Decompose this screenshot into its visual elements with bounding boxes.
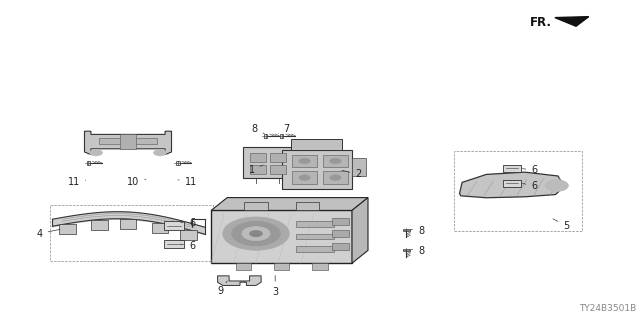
Text: 2: 2 <box>342 169 362 180</box>
Bar <box>282 150 352 189</box>
Bar <box>91 220 108 230</box>
Bar <box>59 224 76 234</box>
Bar <box>152 223 168 233</box>
Text: 10: 10 <box>127 177 146 187</box>
Bar <box>332 243 349 250</box>
Bar <box>280 134 284 138</box>
Bar <box>99 138 157 144</box>
Bar <box>86 161 90 165</box>
Bar <box>323 155 348 167</box>
Bar <box>180 230 197 240</box>
Circle shape <box>223 217 289 250</box>
Bar <box>270 165 286 174</box>
Bar <box>250 165 266 174</box>
Bar <box>164 240 184 248</box>
Circle shape <box>242 227 270 241</box>
Polygon shape <box>218 276 261 285</box>
Bar <box>120 134 136 149</box>
Polygon shape <box>555 17 589 26</box>
Bar <box>296 221 334 227</box>
Bar <box>291 139 342 150</box>
Polygon shape <box>84 131 172 155</box>
Bar <box>176 161 180 165</box>
Polygon shape <box>352 197 368 263</box>
Circle shape <box>545 180 568 191</box>
Text: 6: 6 <box>180 218 195 228</box>
Text: 11: 11 <box>67 177 86 187</box>
Text: 6: 6 <box>522 180 538 191</box>
Bar <box>296 202 319 211</box>
Bar <box>244 202 268 211</box>
Bar <box>403 229 410 231</box>
Bar <box>164 221 184 230</box>
Bar <box>312 263 328 270</box>
Text: 8: 8 <box>411 226 424 236</box>
Text: 1: 1 <box>248 165 263 175</box>
Polygon shape <box>460 172 562 198</box>
Bar <box>332 230 349 237</box>
Bar <box>270 153 286 162</box>
Bar <box>323 171 348 184</box>
Circle shape <box>299 175 310 180</box>
Circle shape <box>232 221 280 246</box>
Text: 9: 9 <box>218 281 227 296</box>
Circle shape <box>90 149 102 156</box>
Bar <box>250 153 266 162</box>
Text: 6: 6 <box>180 241 195 251</box>
Bar <box>503 165 521 172</box>
Bar <box>236 263 251 270</box>
Text: FR.: FR. <box>530 16 552 29</box>
Bar <box>211 211 352 263</box>
Text: 5: 5 <box>553 219 570 231</box>
Circle shape <box>299 158 310 164</box>
Bar <box>264 134 268 138</box>
Bar <box>403 249 410 251</box>
Bar <box>243 147 291 178</box>
Text: 3: 3 <box>272 276 278 297</box>
Bar <box>274 263 289 270</box>
Bar <box>454 151 582 231</box>
Bar <box>292 171 317 184</box>
Text: 8: 8 <box>252 124 264 134</box>
Text: 8: 8 <box>411 246 424 256</box>
Polygon shape <box>211 197 368 211</box>
Bar <box>50 205 213 261</box>
Bar <box>503 180 521 187</box>
Bar <box>296 234 334 239</box>
Text: 6: 6 <box>522 165 538 175</box>
Circle shape <box>250 230 262 237</box>
Text: 7: 7 <box>278 124 290 134</box>
Bar <box>120 219 136 229</box>
Bar <box>292 155 317 167</box>
Circle shape <box>154 149 166 156</box>
Text: 11: 11 <box>178 177 197 187</box>
Circle shape <box>330 175 341 180</box>
Text: TY24B3501B: TY24B3501B <box>580 304 637 313</box>
Bar <box>332 218 349 225</box>
Bar <box>352 158 366 176</box>
Text: 4: 4 <box>36 228 60 239</box>
Bar <box>296 246 334 252</box>
Circle shape <box>330 158 341 164</box>
